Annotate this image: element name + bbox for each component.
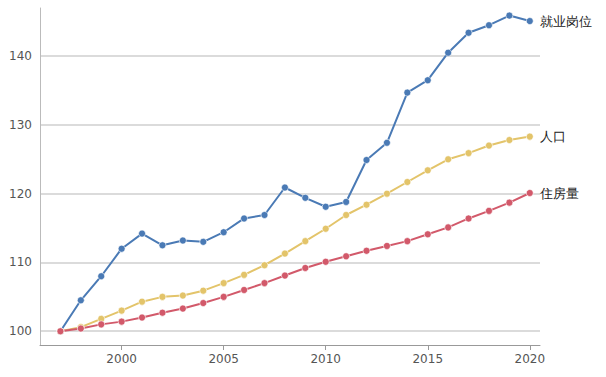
svg-text:120: 120 [9,187,32,201]
svg-text:2000: 2000 [106,352,137,366]
svg-text:100: 100 [9,324,32,338]
svg-text:2010: 2010 [310,352,341,366]
svg-text:140: 140 [9,49,32,63]
svg-text:2005: 2005 [208,352,239,366]
svg-text:人口: 人口 [540,129,566,144]
svg-text:130: 130 [9,118,32,132]
svg-text:110: 110 [9,255,32,269]
svg-text:2015: 2015 [412,352,443,366]
svg-text:2020: 2020 [515,352,546,366]
svg-text:就业岗位: 就业岗位 [540,14,592,29]
svg-text:住房量: 住房量 [539,186,579,201]
